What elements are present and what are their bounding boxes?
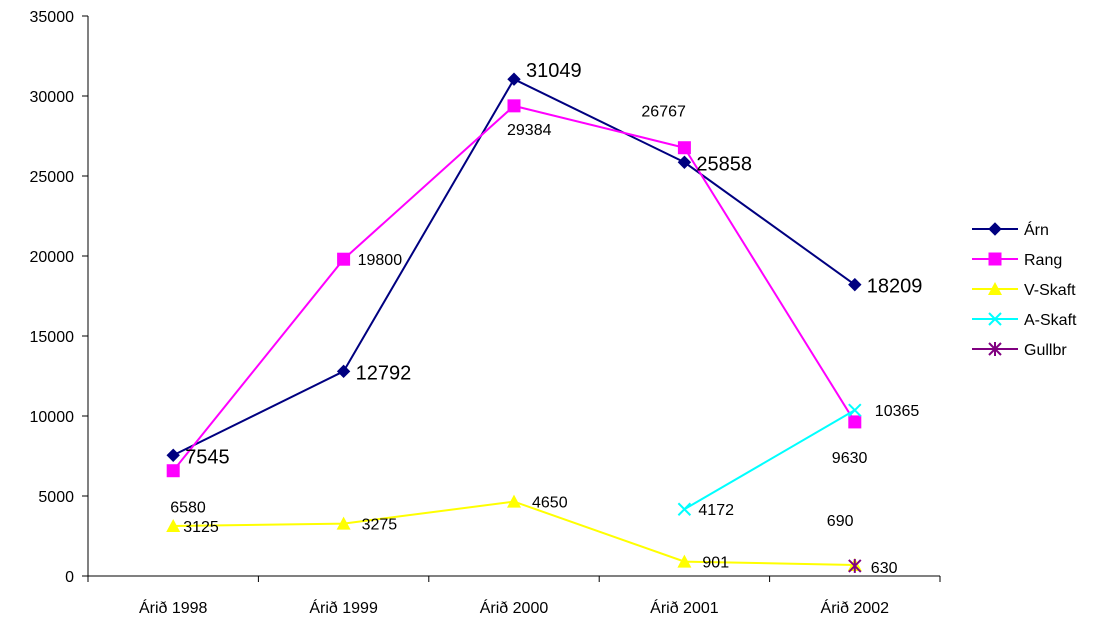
data-point: [677, 554, 692, 568]
y-tick-label: 15000: [30, 329, 75, 346]
data-label: 31049: [526, 60, 582, 82]
legend-item: Árn: [972, 220, 1049, 239]
legend-item: V-Skaft: [972, 282, 1076, 299]
data-label: 3125: [183, 519, 219, 536]
series-markers: [166, 72, 862, 573]
data-label: 3275: [362, 517, 398, 534]
data-point: [507, 72, 521, 86]
legend-marker: [988, 342, 1002, 356]
data-point: [507, 99, 521, 113]
x-tick-label: Árið 2001: [650, 598, 719, 617]
legend-item: Rang: [972, 252, 1062, 269]
data-label: 26767: [641, 104, 686, 121]
y-tick-label: 20000: [30, 249, 75, 266]
data-point: [507, 494, 521, 508]
data-point: [677, 141, 691, 155]
data-label: 7545: [185, 446, 230, 468]
data-point: [336, 516, 351, 530]
x-tick-label: Árið 2000: [480, 598, 549, 617]
data-label: 4650: [532, 495, 568, 512]
data-label: 29384: [507, 122, 552, 139]
x-tick-label: Árið 1998: [139, 598, 208, 617]
data-label: 901: [702, 555, 729, 572]
axes: 0 5000 10000 15000 20000 25000 30000 35000 Árið …: [30, 9, 941, 617]
data-point: [848, 277, 862, 292]
data-point: [337, 252, 351, 266]
legend: Árn Rang V-Skaft A-Skaft Gullbr: [972, 220, 1077, 359]
data-label: 12792: [356, 362, 412, 384]
data-label: 19800: [358, 252, 403, 269]
series-lines: [172, 77, 856, 566]
x-tick-label: Árið 1999: [309, 598, 378, 617]
data-label: 9630: [832, 450, 868, 467]
legend-label: Árn: [1024, 220, 1049, 239]
data-point: [336, 364, 351, 379]
legend-label: Rang: [1024, 252, 1062, 269]
data-label: 25858: [696, 153, 752, 175]
series-line-rang: [172, 104, 856, 472]
legend-marker: [988, 312, 1002, 326]
x-tick-label: Árið 2002: [821, 598, 890, 617]
series-line-v-skaft: [173, 500, 855, 566]
legend-label: Gullbr: [1024, 342, 1067, 359]
y-tick-label: 5000: [38, 489, 74, 506]
data-label: 10365: [875, 403, 920, 420]
legend-marker: [988, 282, 1002, 295]
data-label: 18209: [867, 276, 923, 298]
legend-marker: [988, 252, 1002, 266]
data-point: [848, 415, 862, 429]
legend-item: A-Skaft: [972, 312, 1077, 329]
series-line-a-skaft: [683, 409, 856, 511]
data-label: 690: [827, 513, 854, 530]
data-point: [166, 519, 181, 532]
legend-label: A-Skaft: [1024, 312, 1077, 329]
data-point: [848, 403, 862, 417]
data-point: [166, 464, 180, 478]
data-point: [848, 558, 862, 573]
legend-label: V-Skaft: [1024, 282, 1076, 299]
y-tick-label: 25000: [30, 169, 75, 186]
data-label: 630: [871, 560, 898, 577]
y-tick-label: 35000: [30, 9, 75, 26]
y-tick-label: 30000: [30, 89, 75, 106]
data-label: 4172: [698, 502, 734, 519]
y-tick-label: 0: [65, 569, 74, 586]
data-point: [677, 155, 692, 169]
data-labels: 7545 12792 31049 25858 18209 6580 19800 29384 26…: [170, 60, 922, 577]
y-tick-label: 10000: [30, 409, 75, 426]
data-point: [677, 502, 692, 516]
legend-item: Gullbr: [972, 342, 1067, 359]
data-point: [166, 448, 180, 462]
legend-marker: [988, 222, 1002, 236]
data-label: 6580: [170, 500, 206, 517]
